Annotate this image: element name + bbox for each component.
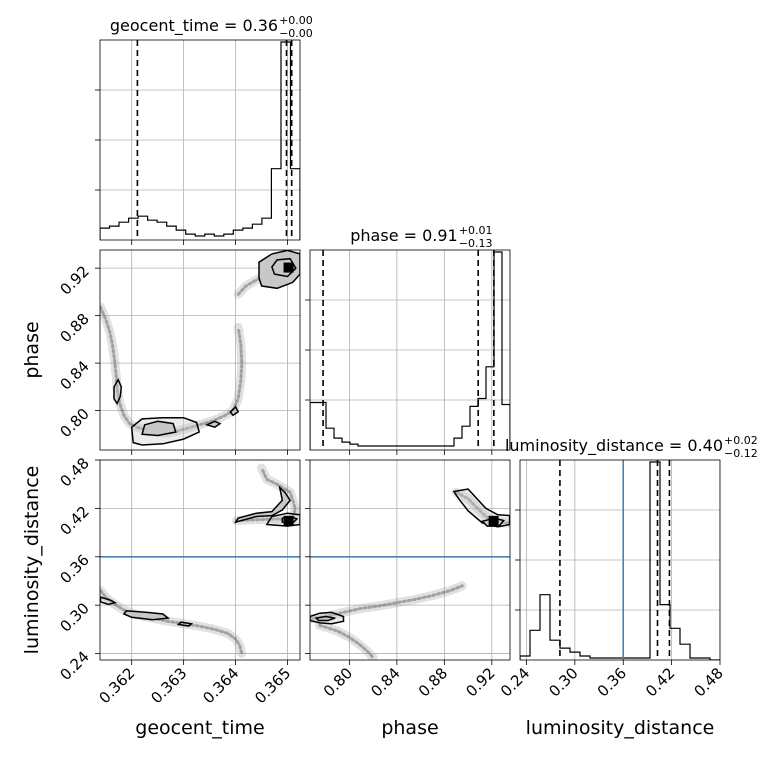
x-tick-label: 0.84 xyxy=(367,664,403,700)
panel-geocent_time-luminosity_distance: 0.362 0.363 0.364 0.365 0.24 0.30 0.36 0.42 0.48 xyxy=(56,454,301,707)
scatter-points xyxy=(310,584,464,621)
y-tick-label: 0.24 xyxy=(56,648,92,684)
panel-title-luminosity_distance: luminosity_distance = 0.40 +0.02−0.12 xyxy=(505,434,758,460)
contour-level xyxy=(113,378,123,406)
x-tick-label: 0.92 xyxy=(462,664,498,700)
axes-frame xyxy=(99,459,301,661)
scatter-points xyxy=(235,466,297,522)
x-axis-label-phase: phase xyxy=(381,717,438,739)
x-tick-label: 0.88 xyxy=(415,664,451,700)
panel-content-geocent_time-phase xyxy=(100,250,300,450)
panel-content-hist-phase xyxy=(310,250,510,450)
panel-content-geocent_time-luminosity_distance xyxy=(100,460,300,660)
y-tick-label: 0.30 xyxy=(56,599,92,635)
panel-content-hist-geocent_time xyxy=(100,40,300,240)
contour-level xyxy=(141,420,177,437)
histogram-phase xyxy=(310,251,510,450)
contour-level xyxy=(233,485,292,524)
panel-hist-phase xyxy=(305,249,511,455)
x-tick-label: 0.80 xyxy=(320,664,356,700)
x-tick-label: 0.363 xyxy=(147,664,190,707)
contour-level xyxy=(100,596,118,606)
title-minus: −0.00 xyxy=(279,27,313,40)
scatter-points xyxy=(100,589,244,655)
title-minus: −0.13 xyxy=(459,237,493,250)
panel-phase-luminosity_distance: 0.80 0.84 0.88 0.92 xyxy=(305,459,511,700)
scatter-points xyxy=(454,490,510,525)
y-tick-label: 0.48 xyxy=(56,454,92,490)
panel-hist-geocent_time xyxy=(95,39,301,245)
x-tick-label: 0.364 xyxy=(199,664,242,707)
scatter-band xyxy=(315,620,378,660)
histogram-geocent_time xyxy=(100,41,300,240)
y-axis-label-luminosity_distance: luminosity_distance xyxy=(21,466,43,655)
contour-level xyxy=(258,250,300,290)
histogram-luminosity_distance xyxy=(520,461,720,660)
axes-frame xyxy=(309,459,511,661)
y-tick-label: 0.42 xyxy=(56,502,92,538)
x-tick-label: 0.24 xyxy=(497,664,533,700)
title-main: geocent_time = 0.36 xyxy=(110,16,278,36)
x-axis-label-geocent_time: geocent_time xyxy=(135,717,264,739)
scatter-band xyxy=(310,581,467,624)
y-tick-label: 0.84 xyxy=(56,357,92,393)
title-plus: +0.00 xyxy=(279,14,313,27)
x-axis-label-luminosity_distance: luminosity_distance xyxy=(526,717,715,739)
title-minus: −0.12 xyxy=(724,447,758,460)
title-plus: +0.02 xyxy=(724,434,758,447)
density-peak xyxy=(283,262,294,273)
y-tick-label: 0.36 xyxy=(56,551,92,587)
density-peak xyxy=(283,515,294,526)
x-tick-label: 0.365 xyxy=(251,664,294,707)
y-tick-label: 0.92 xyxy=(56,262,92,298)
contour-level xyxy=(176,621,194,627)
contour-level xyxy=(204,420,222,429)
title-main: phase = 0.91 xyxy=(350,226,457,245)
y-tick-label: 0.88 xyxy=(56,310,92,346)
panel-title-phase: phase = 0.91 +0.01−0.13 xyxy=(350,224,492,250)
panel-content-hist-luminosity_distance xyxy=(520,460,720,660)
scatter-band xyxy=(100,586,247,658)
panel-title-geocent_time: geocent_time = 0.36 +0.00−0.00 xyxy=(110,14,313,40)
contour-level xyxy=(314,615,336,622)
x-tick-label: 0.36 xyxy=(594,664,630,700)
scatter-band xyxy=(100,302,247,438)
x-tick-label: 0.30 xyxy=(545,664,581,700)
contour-level xyxy=(229,405,240,417)
panel-content-phase-luminosity_distance xyxy=(310,460,510,660)
scatter-band xyxy=(451,487,510,528)
scatter-band xyxy=(232,463,300,525)
title-plus: +0.01 xyxy=(459,224,493,237)
x-tick-label: 0.362 xyxy=(95,664,138,707)
axes-frame xyxy=(99,249,301,451)
density-peak xyxy=(488,515,499,526)
scatter-points xyxy=(318,623,375,660)
x-tick-label: 0.48 xyxy=(690,664,726,700)
x-tick-label: 0.42 xyxy=(642,664,678,700)
y-axis-label-phase: phase xyxy=(21,321,43,378)
panel-hist-luminosity_distance: 0.24 0.30 0.36 0.42 0.48 xyxy=(497,459,727,700)
contour-level xyxy=(122,610,171,621)
y-tick-label: 0.80 xyxy=(56,405,92,441)
title-main: luminosity_distance = 0.40 xyxy=(505,436,723,456)
panel-geocent_time-phase: 0.80 0.84 0.88 0.92 xyxy=(56,249,301,455)
